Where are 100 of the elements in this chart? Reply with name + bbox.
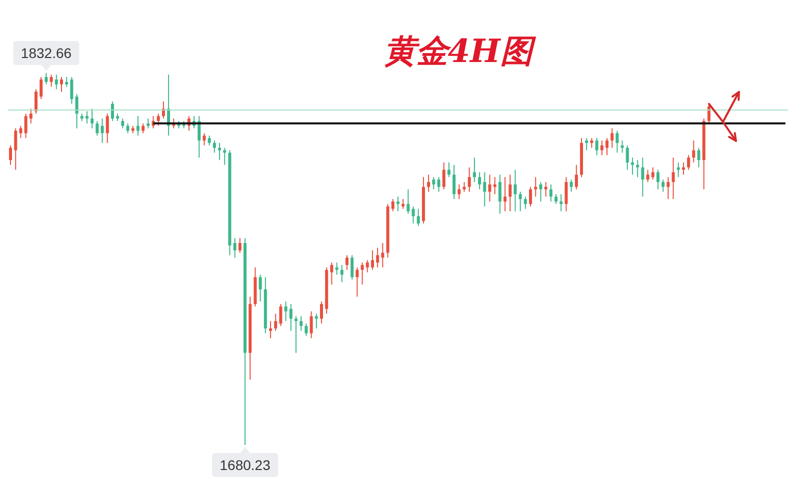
candlestick	[136, 116, 140, 136]
candlestick	[697, 147, 700, 168]
candlestick	[595, 138, 598, 156]
annotation: 1680.23	[220, 457, 271, 473]
candlestick	[514, 169, 517, 212]
candlestick	[549, 184, 552, 202]
candlestick	[294, 316, 298, 354]
candlestick	[279, 304, 282, 326]
candlestick	[539, 181, 542, 202]
candlestick	[340, 264, 344, 283]
candlestick	[616, 130, 619, 154]
candlestick	[233, 238, 236, 258]
candlestick	[432, 176, 436, 190]
candlestick	[478, 172, 482, 190]
candlestick	[442, 162, 446, 190]
candlestick	[142, 122, 145, 134]
candlestick	[212, 140, 216, 154]
candlestick	[636, 160, 640, 178]
candlestick	[416, 208, 420, 226]
candlestick	[468, 166, 471, 192]
candlestick	[529, 186, 532, 207]
candlestick	[458, 184, 461, 200]
candlestick	[274, 313, 278, 332]
candlestick	[682, 162, 685, 176]
candlestick	[218, 142, 222, 161]
candlestick	[630, 157, 634, 176]
candlestick	[600, 140, 604, 156]
candlestick	[437, 176, 440, 192]
candlestick	[198, 116, 201, 158]
candlestick	[610, 128, 614, 148]
candlestick	[146, 118, 150, 129]
candlestick	[666, 176, 670, 200]
candlestick	[29, 108, 32, 124]
candlestick	[381, 242, 384, 268]
candlestick	[9, 144, 12, 166]
candlestick	[65, 76, 68, 88]
candlestick	[366, 260, 369, 273]
candlestick	[110, 100, 114, 122]
candlestick	[488, 174, 492, 202]
candlestick	[376, 247, 380, 268]
candlestick	[54, 74, 58, 90]
candlestick	[396, 196, 400, 212]
candlestick	[646, 169, 650, 182]
candlestick	[570, 179, 573, 192]
annotation: 1832.66	[20, 45, 72, 61]
candlestick	[402, 198, 405, 210]
candlestick	[96, 120, 99, 136]
candlestick	[70, 76, 74, 104]
candlestick	[427, 174, 430, 192]
candlestick	[350, 254, 354, 280]
candlestick	[126, 122, 130, 134]
candlestick	[14, 128, 18, 170]
candlestick	[202, 132, 206, 146]
candlestick	[60, 76, 63, 92]
candlestick	[590, 138, 594, 148]
candlestick	[605, 138, 608, 156]
candlestick	[447, 162, 450, 178]
candlestick	[106, 113, 109, 144]
candlestick	[34, 88, 38, 114]
candlestick	[156, 113, 160, 126]
candlestick	[121, 118, 124, 129]
candlestick	[672, 157, 675, 200]
candlestick	[24, 113, 28, 139]
candlestick	[90, 108, 94, 129]
candlestick	[314, 313, 318, 329]
candlestick	[656, 169, 660, 190]
candlestick	[50, 74, 53, 88]
candlestick	[687, 154, 690, 170]
chart-title: 黄金4H图	[382, 31, 537, 72]
candlestick	[508, 174, 512, 212]
candlestick	[534, 176, 538, 198]
candlestick	[498, 174, 502, 214]
candlestick	[620, 140, 624, 154]
candlestick	[472, 157, 476, 182]
candlestick	[335, 262, 338, 276]
candlestick	[310, 310, 313, 339]
candlestick	[406, 188, 410, 214]
candlestick	[284, 301, 288, 322]
candlestick	[560, 194, 563, 212]
candlestick	[412, 206, 415, 224]
candlestick	[300, 316, 303, 332]
candlestick	[258, 274, 262, 302]
candlestick	[19, 125, 22, 139]
candlestick	[707, 103, 710, 124]
candlestick	[208, 135, 211, 146]
candlestick	[585, 138, 588, 151]
candlestick	[320, 301, 323, 324]
candlestick	[391, 198, 394, 212]
candlestick	[692, 140, 696, 163]
candlestick	[493, 176, 496, 195]
candlestick	[518, 191, 522, 212]
candlestick	[360, 262, 364, 285]
candlestick	[564, 176, 568, 212]
candlestick	[626, 144, 629, 170]
candlestick	[676, 162, 680, 178]
candlestick	[289, 304, 292, 332]
candlestick	[330, 262, 334, 285]
candlestick	[370, 250, 374, 270]
candlestick	[356, 266, 359, 298]
candlestick	[483, 172, 486, 207]
